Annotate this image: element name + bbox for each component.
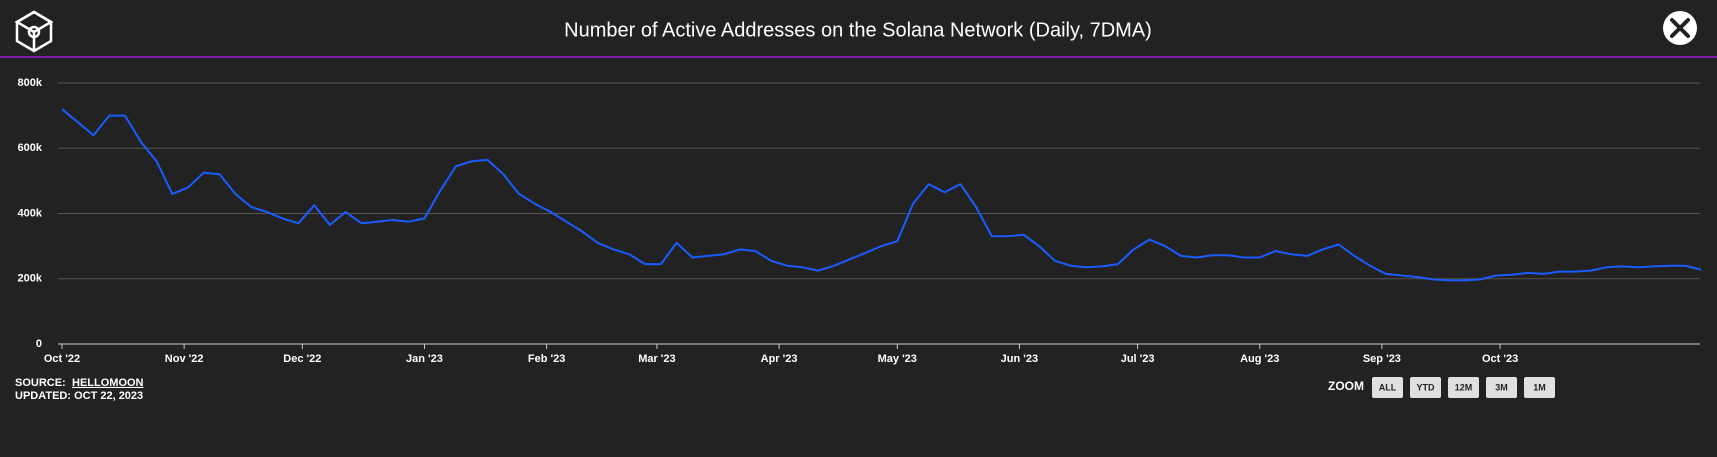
zoom-button[interactable]: ALL [1372, 377, 1403, 398]
zoom-button[interactable]: 3M [1486, 377, 1517, 398]
zoom-buttons: ALL YTD 12M 3M 1M [1372, 377, 1555, 398]
x-tick-label: Sep '23 [1363, 353, 1401, 365]
x-tick-label: Feb '23 [528, 353, 565, 365]
zoom-button-label: 12M [1455, 382, 1473, 392]
x-tick-label: Aug '23 [1240, 353, 1279, 365]
logo [14, 10, 54, 53]
x-tick-label: Dec '22 [283, 353, 321, 365]
zoom-label: ZOOM [1328, 379, 1364, 393]
source-link[interactable]: HELLOMOON [72, 377, 144, 389]
x-tick-label: Oct '23 [1482, 353, 1518, 365]
y-tick-label: 200k [18, 273, 43, 285]
x-tick-label: Jan '23 [406, 353, 443, 365]
zoom-button-bg [1524, 377, 1555, 398]
x-tick-label: Oct '22 [44, 353, 80, 365]
y-tick-label: 400k [18, 207, 43, 219]
y-tick-label: 800k [18, 77, 43, 89]
x-tick-label: May '23 [878, 353, 917, 365]
zoom-button-label: 1M [1533, 382, 1546, 392]
zoom-button-bg [1448, 377, 1479, 398]
zoom-button[interactable]: YTD [1410, 377, 1441, 398]
zoom-button-bg [1410, 377, 1441, 398]
x-tick-label: Jun '23 [1001, 353, 1038, 365]
x-tick-label: Apr '23 [761, 353, 798, 365]
zoom-button[interactable]: 1M [1524, 377, 1555, 398]
data-line [61, 108, 1702, 282]
source-label: SOURCE: [15, 377, 66, 389]
updated-text: UPDATED: OCT 22, 2023 [15, 390, 143, 402]
close-button[interactable] [1663, 11, 1697, 45]
x-tick-label: Nov '22 [165, 353, 204, 365]
y-tick-label: 0 [36, 338, 42, 350]
zoom-button-label: YTD [1417, 382, 1436, 392]
y-tick-label: 600k [18, 142, 43, 154]
x-tick-label: Mar '23 [638, 353, 675, 365]
zoom-button[interactable]: 12M [1448, 377, 1479, 398]
zoom-button-label: ALL [1379, 382, 1397, 392]
chart-title: Number of Active Addresses on the Solana… [564, 19, 1152, 41]
x-tick-label: Jul '23 [1121, 353, 1155, 365]
plot-area: 0 200k 400k 600k 800k Oct '22 Nov '22 Dec '22 Ja… [18, 77, 1702, 365]
zoom-button-bg [1486, 377, 1517, 398]
zoom-button-label: 3M [1495, 382, 1508, 392]
zoom-button-bg [1372, 377, 1403, 398]
